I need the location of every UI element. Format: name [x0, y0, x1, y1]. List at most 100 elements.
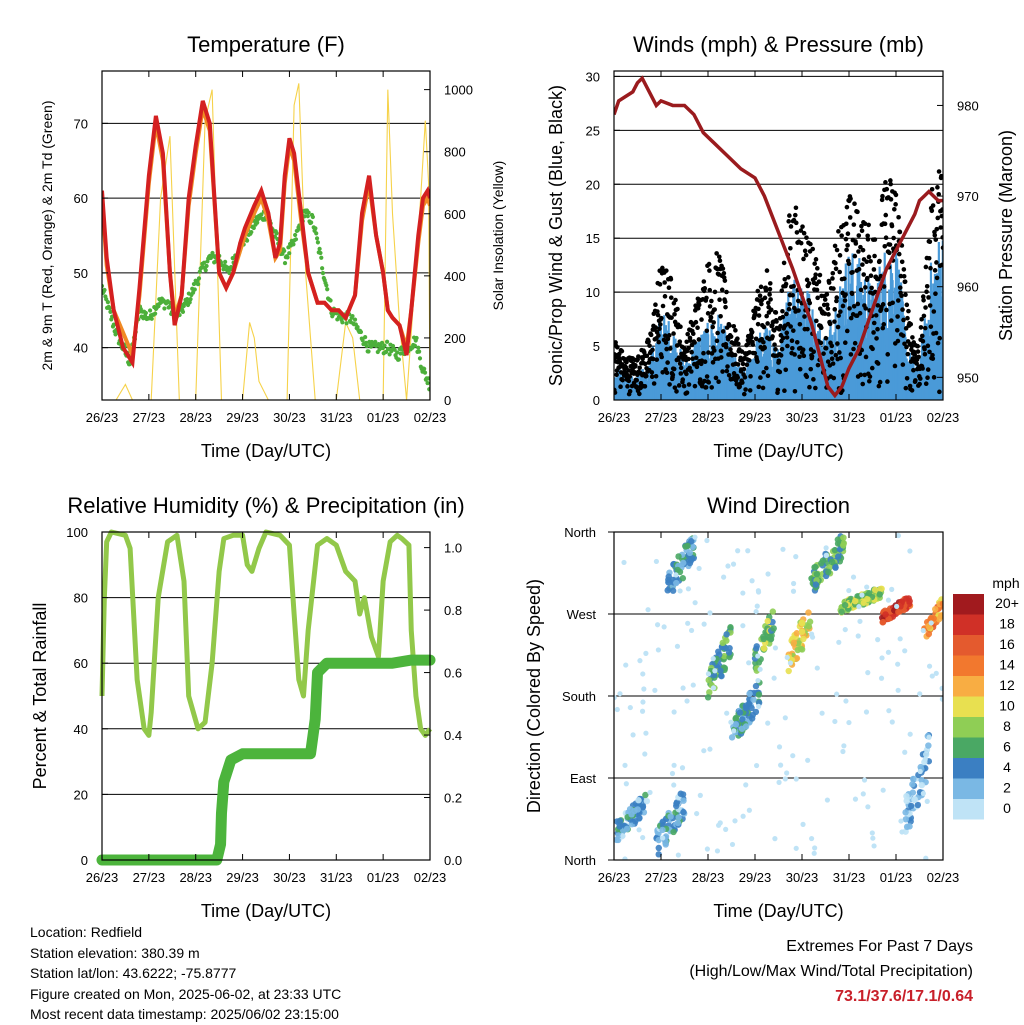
- gust-point: [641, 349, 647, 355]
- direction-point: [865, 804, 871, 810]
- colorbar-label: 16: [999, 636, 1015, 652]
- gust-point: [830, 276, 835, 281]
- colorbar-label: 0: [1003, 800, 1011, 816]
- direction-point: [669, 770, 676, 777]
- gust-point: [824, 302, 830, 308]
- colorbar-swatch: [953, 594, 984, 615]
- direction-point: [787, 660, 794, 666]
- dewpoint-point: [313, 226, 318, 231]
- gust-point: [690, 356, 695, 361]
- gust-point: [838, 309, 843, 314]
- direction-point: [879, 655, 885, 661]
- gust-point: [939, 213, 943, 219]
- gust-point: [727, 323, 732, 328]
- gust-point: [773, 347, 778, 352]
- dewpoint-point: [227, 270, 232, 276]
- gust-point: [862, 372, 867, 378]
- dewpoint-point: [197, 269, 202, 274]
- direction-point: [753, 762, 760, 769]
- direction-point: [632, 818, 639, 825]
- gust-point: [905, 315, 910, 321]
- gust-point: [767, 292, 772, 297]
- direction-cluster: [808, 533, 848, 594]
- direction-point: [920, 790, 926, 797]
- gust-point: [923, 381, 929, 387]
- gust-point: [797, 366, 803, 372]
- gust-point: [690, 331, 696, 337]
- x-tick-label: 30/23: [273, 870, 306, 885]
- gust-point: [719, 287, 725, 293]
- x-tick-label: 01/23: [367, 870, 400, 885]
- gust-point: [903, 385, 909, 391]
- gust-point: [816, 279, 822, 284]
- chart-title: Relative Humidity (%) & Precipitation (i…: [67, 493, 464, 518]
- dewpoint-point: [259, 212, 264, 217]
- colorbar-label: 10: [999, 698, 1015, 714]
- y-tick-label: North: [564, 853, 596, 868]
- direction-plot-area: [614, 532, 943, 860]
- x-tick-label: 31/23: [320, 870, 353, 885]
- direction-point: [857, 618, 863, 624]
- direction-point: [939, 600, 943, 608]
- gust-point: [823, 335, 829, 341]
- direction-point: [705, 676, 712, 684]
- gust-point: [749, 329, 755, 335]
- direction-point: [694, 810, 700, 817]
- gust-point: [834, 295, 840, 300]
- x-tick-label: 27/23: [645, 870, 678, 885]
- x-tick-label: 26/23: [86, 870, 119, 885]
- direction-point: [825, 568, 832, 576]
- gust-point: [900, 333, 906, 338]
- dewpoint-point: [293, 237, 299, 242]
- gust-point: [653, 373, 659, 379]
- direction-point: [673, 802, 680, 810]
- gust-point: [748, 374, 753, 379]
- direction-point: [640, 671, 646, 677]
- gust-point: [940, 235, 943, 240]
- gust-point: [780, 314, 786, 320]
- direction-point: [701, 621, 707, 627]
- direction-point: [790, 639, 798, 647]
- direction-point: [914, 801, 922, 809]
- dewpoint-point: [108, 309, 113, 314]
- gust-point: [659, 315, 664, 321]
- dewpoint-point: [360, 338, 365, 343]
- direction-point: [715, 822, 722, 828]
- gust-point: [759, 301, 764, 307]
- gust-point: [689, 369, 694, 374]
- direction-point: [623, 781, 629, 787]
- direction-point: [926, 663, 933, 669]
- gust-point: [901, 317, 906, 323]
- direction-point: [712, 668, 718, 674]
- gust-point: [829, 349, 834, 355]
- gust-point: [937, 335, 943, 341]
- gust-point: [660, 303, 666, 309]
- gust-point: [858, 287, 864, 293]
- gust-point: [923, 264, 929, 270]
- gust-point: [936, 191, 942, 197]
- gust-point: [705, 311, 711, 316]
- gust-point: [904, 344, 909, 350]
- direction-point: [765, 720, 771, 726]
- direction-point: [782, 776, 788, 782]
- gust-point: [920, 294, 926, 299]
- direction-point: [907, 731, 913, 737]
- gust-point: [893, 192, 899, 198]
- direction-point: [923, 855, 929, 860]
- gust-point: [732, 352, 738, 358]
- direction-point: [933, 670, 939, 676]
- y2-tick-label: 950: [957, 370, 979, 385]
- gust-point: [801, 230, 807, 236]
- direction-point: [677, 588, 683, 594]
- gust-point: [935, 185, 940, 190]
- direction-point: [732, 721, 740, 728]
- precip-line: [96, 654, 436, 866]
- dewpoint-point: [373, 339, 378, 344]
- gust-point: [644, 353, 650, 359]
- gust-point: [804, 374, 810, 380]
- direction-point: [640, 834, 646, 841]
- y2-axis-label: Station Pressure (Maroon): [996, 130, 1016, 341]
- direction-point: [692, 534, 698, 540]
- extremes-values: 73.1/37.6/17.1/0.64: [835, 988, 973, 1005]
- dewpoint-point: [149, 316, 154, 321]
